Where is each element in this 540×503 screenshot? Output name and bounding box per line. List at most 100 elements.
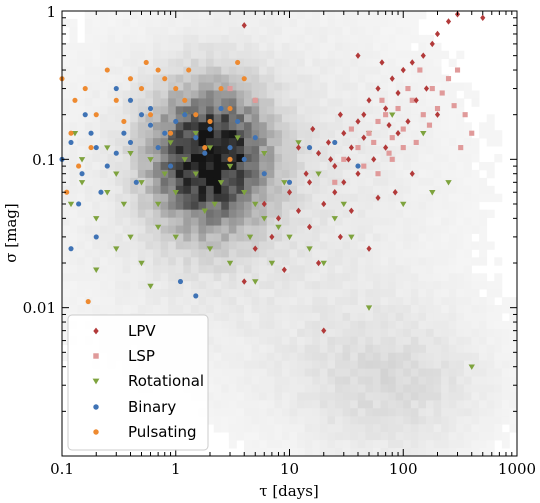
density-cell [472,146,480,154]
density-cell [305,337,313,345]
density-cell [343,43,351,51]
density-cell [199,289,207,297]
pulsating-point [182,98,187,103]
density-cell [183,234,191,242]
density-cell [449,432,457,440]
density-cell [327,83,335,91]
density-cell [183,241,191,249]
density-cell [191,146,199,154]
density-cell [282,257,290,265]
density-cell [418,408,426,416]
binary-point [105,164,110,169]
density-cell [396,43,404,51]
density-cell [282,440,290,448]
density-cell [335,27,343,35]
density-cell [426,75,434,83]
density-cell [305,27,313,35]
density-cell [312,202,320,210]
density-cell [244,90,252,98]
density-cell [259,369,267,377]
density-cell [456,297,464,305]
density-cell [244,353,252,361]
density-cell [418,273,426,281]
density-cell [229,392,237,400]
density-cell [85,226,93,234]
density-cell [130,154,138,162]
density-cell [441,321,449,329]
density-cell [479,345,487,353]
density-cell [464,408,472,416]
density-cell [426,226,434,234]
density-cell [267,218,275,226]
density-cell [335,289,343,297]
density-cell [92,19,100,27]
density-cell [123,83,131,91]
density-cell [85,281,93,289]
density-cell [320,154,328,162]
density-cell [381,75,389,83]
density-cell [191,257,199,265]
density-cell [305,432,313,440]
density-cell [426,297,434,305]
density-cell [183,146,191,154]
density-cell [487,313,495,321]
pulsating-point [156,67,161,72]
density-cell [312,273,320,281]
density-cell [434,51,442,59]
density-cell [115,210,123,218]
density-cell [343,329,351,337]
density-cell [472,337,480,345]
density-cell [161,297,169,305]
density-cell [358,353,366,361]
density-cell [396,241,404,249]
density-cell [426,241,434,249]
density-cell [70,305,78,313]
density-cell [267,432,275,440]
density-cell [274,313,282,321]
density-cell [487,369,495,377]
density-cell [320,297,328,305]
density-cell [123,43,131,51]
density-cell [130,273,138,281]
density-cell [267,170,275,178]
density-cell [358,440,366,448]
density-cell [472,202,480,210]
density-cell [282,361,290,369]
density-cell [479,194,487,202]
density-cell [183,218,191,226]
density-cell [267,11,275,19]
density-cell [426,432,434,440]
density-cell [145,257,153,265]
density-cell [487,281,495,289]
density-cell [290,440,298,448]
density-cell [168,297,176,305]
density-cell [115,289,123,297]
density-cell [411,384,419,392]
x-tick-label: 10 [280,460,299,478]
density-cell [229,67,237,75]
density-cell [138,19,146,27]
density-cell [183,305,191,313]
density-cell [267,202,275,210]
density-cell [434,241,442,249]
density-cell [244,178,252,186]
density-cell [290,424,298,432]
density-cell [335,392,343,400]
density-cell [191,249,199,257]
density-cell [403,353,411,361]
density-cell [123,19,131,27]
density-cell [274,408,282,416]
density-cell [418,59,426,67]
density-cell [183,19,191,27]
density-cell [441,369,449,377]
density-cell [418,369,426,377]
legend-marker-binary [93,404,98,409]
density-cell [108,122,116,130]
density-cell [290,281,298,289]
density-cell [388,305,396,313]
density-cell [199,162,207,170]
density-cell [343,432,351,440]
density-cell [153,98,161,106]
density-cell [252,321,260,329]
density-cell [312,305,320,313]
